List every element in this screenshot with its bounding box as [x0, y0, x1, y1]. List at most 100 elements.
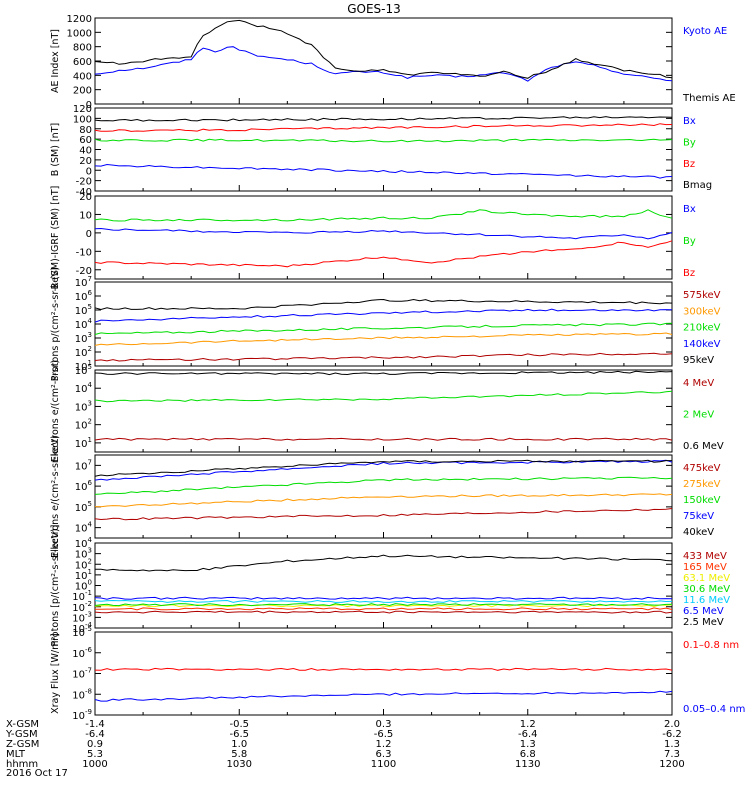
legend-label: Themis AE [682, 93, 736, 104]
y-tick-label: 104 [75, 381, 93, 395]
panel-2: -20 -10 0 10 20 B (SM)-IGRF (SM) [nT] Bx By Bz [50, 186, 696, 290]
y-tick-label: 400 [73, 71, 92, 82]
y-tick-label: 20 [79, 156, 92, 167]
y-tick-label: 104 [75, 317, 93, 331]
footer-value: 5.3 [87, 749, 103, 760]
series-line [94, 298, 673, 311]
legend-label: 433 MeV [683, 551, 727, 562]
y-tick-label: 60 [79, 135, 92, 146]
y-tick-label: 600 [73, 57, 92, 68]
series-line [94, 46, 673, 82]
panel-frame [94, 454, 673, 539]
legend-label: 275keV [683, 479, 721, 490]
legend-label: 63.1 MeV [683, 573, 730, 584]
footer-value: 1.2 [520, 719, 536, 730]
series-line [94, 227, 673, 240]
y-tick-label: -20 [76, 266, 92, 277]
panel-frame [94, 107, 673, 192]
footer-value: 1.3 [520, 739, 536, 750]
legend-label: 0.05–0.4 nm [683, 704, 745, 715]
legend-label: 150keV [683, 495, 721, 506]
footer-value: 1030 [227, 759, 252, 770]
footer-row-label: X-GSM [6, 719, 39, 730]
legend-label: 11.6 MeV [683, 595, 730, 606]
footer-value: -1.4 [85, 719, 105, 730]
y-tick-label: 106 [75, 289, 93, 303]
y-tick-label: 102 [75, 418, 92, 432]
panel-5: 104 105 106 107 Electrons e/(cm²-s-sr-keV) 47… [50, 435, 721, 558]
legend-label: By [683, 137, 696, 148]
y-tick-label: 103 [75, 399, 92, 413]
series-line [94, 459, 673, 481]
chart-title: GOES-13 [347, 2, 401, 16]
series-line [94, 138, 673, 143]
y-tick-label: 20 [79, 192, 92, 203]
y-axis-label: Xray Flux [W/m²] [50, 633, 61, 714]
y-tick-label: -10 [76, 247, 92, 258]
legend-label: 140keV [683, 339, 721, 350]
series-line [94, 493, 673, 508]
footer-value: 1100 [371, 759, 396, 770]
legend-label: 95keV [683, 355, 714, 366]
legend-label: 2.5 MeV [683, 617, 724, 628]
y-tick-label: 10 [79, 210, 92, 221]
y-tick-label: 106 [75, 479, 93, 493]
footer-value: 6.3 [376, 749, 392, 760]
series-line [94, 459, 672, 477]
legend-label: Bz [683, 268, 695, 279]
y-tick-label: 40 [79, 146, 92, 157]
y-axis-label: B (SM)-IGRF (SM) [nT] [50, 186, 61, 290]
series-line [94, 116, 673, 122]
y-tick-label: 1200 [67, 14, 92, 25]
footer-value: 1000 [82, 759, 107, 770]
y-axis-label: Electrons e/(cm²-s-sr-keV) [50, 435, 61, 558]
y-tick-label: 100 [73, 114, 92, 125]
y-tick-label: 10-6 [72, 646, 92, 660]
footer-value: -6.5 [374, 729, 394, 740]
y-tick-label: 104 [75, 521, 93, 535]
legend-label: 0.6 MeV [683, 441, 724, 452]
footer-value: 1.0 [231, 739, 247, 750]
y-axis-label: AE Index [nT] [50, 29, 61, 93]
y-axis-label: Electrons e/(cm²-s-sr) [50, 360, 61, 462]
legend-label: 575keV [683, 290, 721, 301]
series-line [94, 610, 673, 614]
footer-value: 6.8 [520, 749, 536, 760]
footer-value: 1200 [659, 759, 684, 770]
y-tick-label: 10-7 [72, 667, 92, 681]
legend-label: Bz [683, 159, 695, 170]
y-tick-label: 10-8 [72, 687, 92, 701]
legend-label: 2 MeV [683, 410, 714, 421]
series-line [94, 332, 673, 346]
footer-value: 7.3 [664, 749, 680, 760]
series-line [94, 596, 673, 600]
y-tick-label: 0 [86, 100, 92, 111]
series-line [94, 690, 673, 702]
y-tick-label: 800 [73, 43, 92, 54]
legend-label: 40keV [683, 527, 714, 538]
y-tick-label: 200 [73, 86, 92, 97]
legend-label: 0.1–0.8 nm [683, 640, 739, 651]
footer-value: 5.8 [231, 749, 247, 760]
legend-label: Bx [683, 204, 696, 215]
series-line [94, 163, 673, 179]
y-tick-label: 101 [75, 436, 92, 450]
series-line [94, 604, 673, 608]
footer-row-label: hhmm [6, 759, 38, 770]
footer-value: -0.5 [229, 719, 249, 730]
y-axis-label: B (SM) [nT] [50, 123, 61, 176]
series-line [94, 508, 673, 521]
y-tick-label: 102 [75, 345, 92, 359]
legend-label: Kyoto AE [683, 26, 727, 37]
y-tick-label: -40 [76, 187, 92, 198]
series-line [94, 390, 673, 403]
series-line [94, 19, 673, 79]
y-axis-label: Protons [p/(cm²-s-sr-keV)] [50, 525, 61, 647]
y-tick-label: 107 [75, 458, 92, 472]
footer-value: 2.0 [664, 719, 680, 730]
